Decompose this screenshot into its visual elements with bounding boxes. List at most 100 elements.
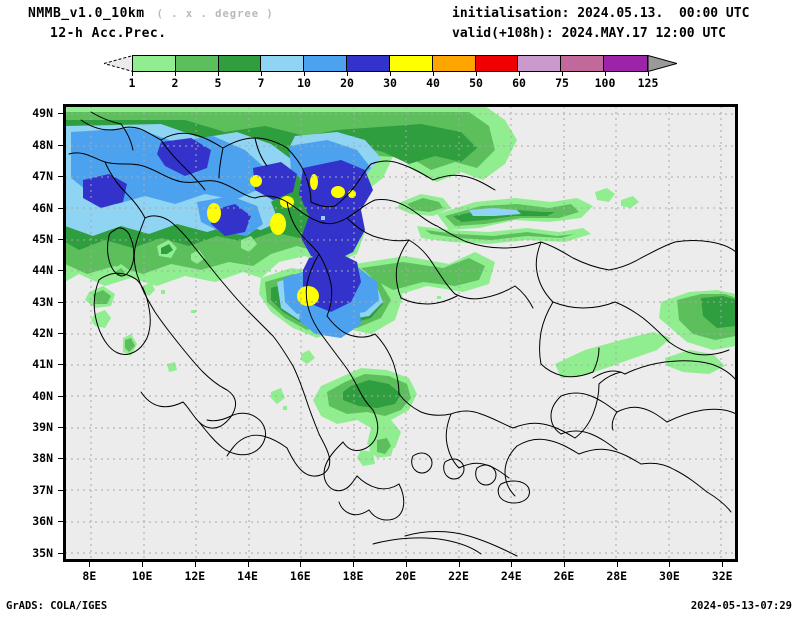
map-canvas (65, 106, 736, 560)
x-tick-16E (300, 562, 302, 567)
y-tick-38N (58, 458, 63, 460)
precipitation-map (65, 106, 736, 560)
colorbar-label-125: 125 (637, 76, 659, 90)
x-axis-label-8E: 8E (82, 569, 97, 583)
colorbar-swatch-2 (218, 56, 262, 71)
colorbar-label-60: 60 (512, 76, 526, 90)
colorbar-label-100: 100 (594, 76, 616, 90)
x-tick-18E (353, 562, 355, 567)
colorbar-ticks: 1 2 5 7 10 20 30 40 50 60 75 100 125 (128, 72, 658, 90)
colorbar-tick-100 (605, 72, 606, 76)
y-axis-label-39N: 39N (32, 420, 53, 435)
x-tick-22E (458, 562, 460, 567)
y-axis-label-38N: 38N (32, 451, 53, 466)
colorbar-label-5: 5 (214, 76, 222, 90)
y-tick-49N (58, 113, 63, 115)
y-tick-43N (58, 301, 63, 303)
colorbar-label-30: 30 (383, 76, 397, 90)
x-axis-label-30E: 30E (659, 569, 680, 583)
colorbar-tick-2 (175, 72, 176, 76)
y-tick-40N (58, 395, 63, 397)
y-axis-label-40N: 40N (32, 388, 53, 403)
y-tick-46N (58, 207, 63, 209)
y-axis-label-37N: 37N (32, 482, 53, 497)
y-axis-label-45N: 45N (32, 231, 53, 246)
colorbar-overflow-arrow (648, 55, 677, 72)
x-axis-label-14E: 14E (237, 569, 258, 583)
colorbar-swatch-9 (518, 56, 562, 71)
y-tick-36N (58, 521, 63, 523)
colorbar-tick-30 (390, 72, 391, 76)
y-tick-42N (58, 333, 63, 334)
colorbar-tick-125 (648, 72, 649, 76)
colorbar-tick-1 (132, 72, 133, 76)
x-axis-label-26E: 26E (553, 569, 575, 583)
valid-time: valid(+108h): 2024.MAY.17 12:00 UTC (452, 26, 726, 41)
y-axis-label-42N: 42N (32, 326, 53, 340)
x-axis-label-18E: 18E (342, 569, 364, 583)
x-axis-label-20E: 20E (395, 569, 417, 583)
colorbar-swatch-10 (561, 56, 605, 71)
x-tick-20E (405, 562, 407, 567)
precip-contours (65, 106, 736, 466)
model-line: NMMB_v1.0_10km ( . x . degree ) (28, 6, 274, 21)
colorbar-swatch-7 (432, 56, 476, 71)
colorbar-tick-60 (519, 72, 520, 76)
x-tick-30E (669, 562, 671, 567)
y-tick-41N (58, 364, 63, 366)
map-gridlines (65, 106, 736, 560)
initialisation-time: initialisation: 2024.05.13. 00:00 UTC (452, 6, 750, 21)
map-plot-area (63, 104, 738, 562)
colorbar: 1 2 5 7 10 20 30 40 50 60 75 100 125 (104, 55, 704, 90)
colorbar-tick-7 (261, 72, 262, 76)
x-tick-14E (247, 562, 249, 567)
y-axis-label-48N: 48N (32, 137, 53, 152)
y-axis-label-44N: 44N (32, 263, 53, 278)
colorbar-tick-5 (218, 72, 219, 76)
colorbar-tick-20 (347, 72, 348, 76)
map-coastlines (68, 111, 736, 557)
colorbar-label-40: 40 (426, 76, 440, 90)
y-axis-label-36N: 36N (32, 514, 53, 529)
x-tick-26E (563, 562, 565, 567)
y-tick-48N (58, 144, 63, 146)
header-left-block: NMMB_v1.0_10km ( . x . degree ) 12-h Acc.… (28, 6, 274, 41)
x-tick-28E (616, 562, 618, 567)
y-axis-label-35N: 35N (32, 545, 53, 560)
model-units: ( . x . degree ) (156, 8, 274, 20)
model-name: NMMB_v1.0_10km (28, 6, 145, 21)
y-tick-35N (58, 552, 63, 554)
y-axis-label-41N: 41N (32, 357, 53, 372)
colorbar-tick-75 (562, 72, 563, 76)
x-tick-24E (511, 562, 513, 567)
colorbar-label-2: 2 (171, 76, 179, 90)
x-axis-label-22E: 22E (448, 569, 469, 583)
colorbar-swatch-0 (133, 56, 176, 71)
x-axis-label-12E: 12E (184, 569, 206, 583)
colorbar-label-10: 10 (297, 76, 311, 90)
y-axis-label-46N: 46N (32, 200, 53, 215)
colorbar-tick-10 (304, 72, 305, 76)
colorbar-swatch-5 (347, 56, 390, 71)
colorbar-swatch-8 (475, 56, 519, 71)
colorbar-tick-40 (433, 72, 434, 76)
colorbar-label-7: 7 (257, 76, 265, 90)
x-tick-10E (142, 562, 144, 567)
x-axis-label-24E: 24E (500, 569, 522, 583)
field-label: 12-h Acc.Prec. (50, 26, 167, 41)
colorbar-swatch-11 (604, 56, 647, 71)
y-axis-label-43N: 43N (32, 294, 53, 309)
x-tick-32E (722, 562, 724, 567)
colorbar-label-20: 20 (340, 76, 354, 90)
colorbar-label-1: 1 (128, 76, 136, 90)
y-axis-label-49N: 49N (32, 106, 53, 121)
y-tick-39N (58, 427, 63, 429)
colorbar-swatch-6 (389, 56, 433, 71)
x-axis-label-28E: 28E (606, 569, 628, 583)
render-timestamp: 2024-05-13-07:29 (690, 600, 792, 612)
colorbar-swatch-3 (261, 56, 305, 71)
y-axis-label-47N: 47N (32, 169, 53, 184)
colorbar-tick-50 (476, 72, 477, 76)
y-tick-47N (58, 176, 63, 178)
x-axis-label-16E: 16E (289, 569, 311, 583)
